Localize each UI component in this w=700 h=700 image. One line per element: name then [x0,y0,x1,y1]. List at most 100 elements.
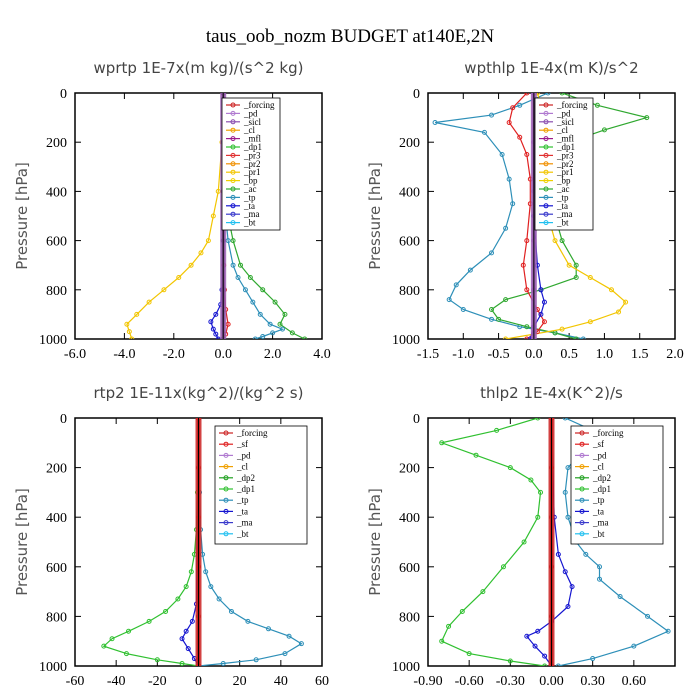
y-tick-label: 800 [46,610,67,625]
legend-label: _sf [236,439,248,449]
data-point [432,120,438,126]
data-point [510,201,516,207]
legend-marker [579,520,585,526]
data-point [583,551,589,557]
legend: _forcing_pd_sicl_cl_mfl_dp1_pr3_pr2_pr1_… [534,97,594,231]
legend-marker [543,169,549,175]
data-point [489,250,495,256]
legend-marker [543,178,549,184]
legend-label: _dp2 [236,473,255,483]
data-point [279,326,285,332]
data-point [601,127,607,133]
data-point [507,465,513,471]
data-point [188,569,194,575]
data-point [617,594,623,600]
data-point [282,311,288,317]
panels: wprtp 1E-7x(m kg)/(s^2 kg) Pressure [hPa]… [13,59,684,689]
legend-label: _ta [556,201,568,211]
legend-label: _forcing [592,428,624,438]
legend-label: _bp [556,176,571,186]
legend-label: _dp1 [243,142,262,152]
legend-marker [230,220,236,226]
x-tick-label: 0.00 [539,674,564,689]
legend-marker [543,136,549,142]
data-point [524,633,530,639]
data-point [528,477,534,483]
legend-label: _pr3 [243,150,261,160]
data-point [569,584,575,590]
series-line-tp [434,93,584,339]
y-tick-label: 800 [46,284,67,299]
y-tick-label: 600 [46,561,67,576]
x-tick-label: 1.5 [631,347,649,362]
legend-label: _ma [243,209,260,219]
data-point [499,152,505,157]
data-point [506,120,512,126]
legend-label: _bt [556,218,569,228]
data-point [545,93,551,96]
y-axis-label: Pressure [hPa] [13,162,31,270]
legend-label: _dp1 [236,484,255,494]
data-point [520,262,526,268]
data-point [252,336,258,339]
y-tick-label: 200 [46,136,67,151]
legend-marker [230,194,236,200]
data-point [126,628,132,634]
panel-title: rtp2 1E-11x(kg^2)/(kg^2 s) [94,384,304,402]
data-point [631,643,637,649]
legend-marker [579,475,585,481]
data-point [188,262,194,268]
y-tick-label: 0 [413,87,420,102]
legend-marker [230,169,236,175]
legend-label: _sf [592,439,604,449]
y-tick-label: 1000 [39,333,67,348]
legend-marker [543,203,549,209]
data-point [161,287,167,293]
series-line-dp1 [439,418,545,666]
y-tick-label: 0 [60,412,67,427]
legend-label: _mfl [556,134,574,144]
legend-marker [223,430,229,436]
x-tick-label: -0.30 [496,674,525,689]
legend-label: _ta [592,506,604,516]
series-group [432,93,650,339]
data-point [176,275,182,280]
data-point [216,596,222,602]
y-tick-label: 200 [399,136,420,151]
data-point [496,316,502,322]
data-point [524,287,530,293]
data-point [623,299,629,305]
x-tick-label: 20 [233,674,247,689]
data-point [183,584,189,590]
series-group [101,418,304,666]
legend-marker [230,152,236,158]
legend-label: _cl [236,462,248,472]
x-tick-label: 0 [195,674,202,689]
y-tick-label: 0 [60,87,67,102]
data-point [179,661,185,666]
data-point [282,651,288,657]
legend-label: _pr2 [556,159,574,169]
series-line-dp1 [102,418,200,666]
legend-label: _bt [592,529,605,539]
legend-label: _pr1 [243,167,261,177]
data-point [559,238,565,244]
data-point [542,663,548,666]
data-point [242,287,248,293]
legend-marker [223,441,229,447]
data-point [587,275,593,280]
legend-marker [543,119,549,125]
data-point [524,152,530,157]
data-point [439,638,445,644]
legend: _forcing_pd_sicl_cl_mfl_dp1_pr3_pr2_pr1_… [221,97,281,231]
y-tick-label: 400 [46,185,67,200]
legend-label: _sicl [243,117,261,127]
legend-marker [230,211,236,217]
data-point [213,311,219,317]
y-tick-label: 600 [399,235,420,250]
data-point [524,336,530,339]
data-point [146,618,152,624]
x-tick-label: -4.0 [113,347,135,362]
legend-marker [230,161,236,167]
x-tick-label: -1.5 [417,347,439,362]
